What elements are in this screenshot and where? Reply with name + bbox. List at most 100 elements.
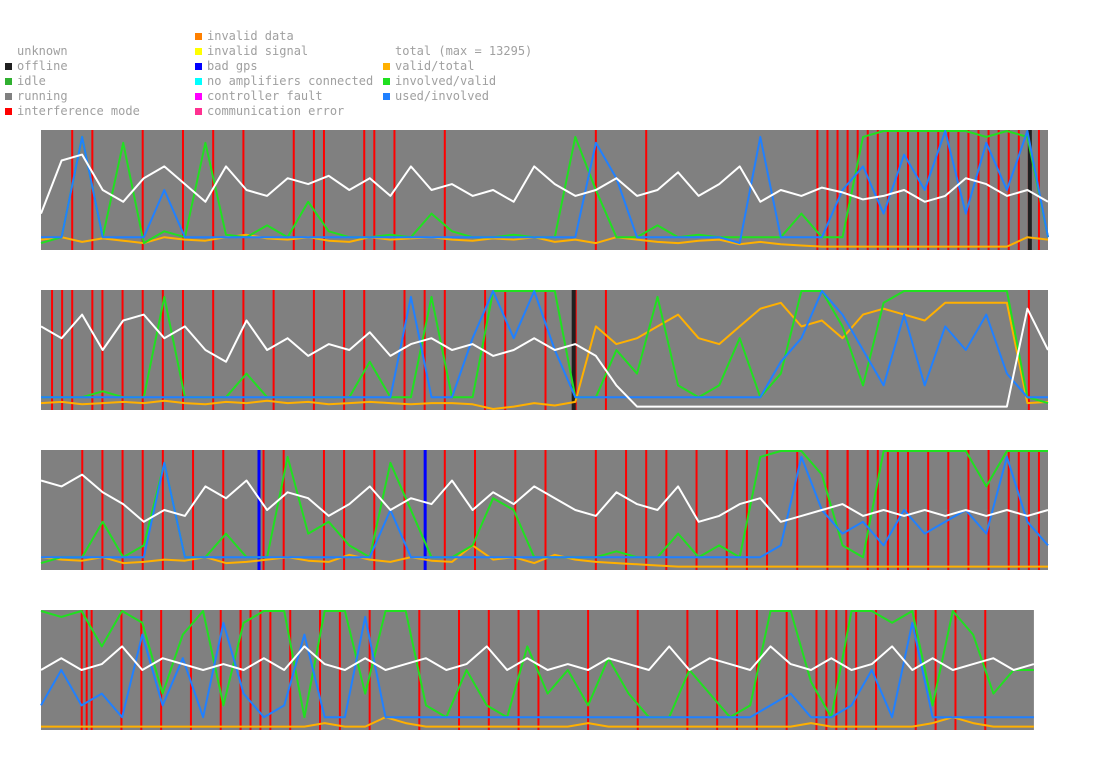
interference-marker — [81, 450, 84, 570]
legend-item: bad gps — [195, 59, 373, 74]
interference-marker — [504, 290, 507, 410]
legend-item: total (max = 13295) — [383, 44, 532, 59]
interference-marker — [312, 130, 315, 250]
interference-marker — [192, 450, 195, 570]
used-involved-line — [41, 130, 1049, 245]
running-background — [41, 130, 1048, 250]
legend-label: idle — [17, 74, 46, 88]
interference-marker — [338, 610, 341, 730]
legend-item: running — [5, 89, 140, 104]
valid-total-line — [40, 233, 1049, 248]
interference-marker — [272, 290, 275, 410]
interference-marker — [947, 450, 950, 570]
interference-marker — [458, 610, 461, 730]
interference-marker — [937, 130, 940, 250]
interference-marker — [363, 290, 366, 410]
interference-marker — [1017, 450, 1020, 570]
legend-swatch — [5, 63, 12, 70]
legend-label: valid/total — [395, 59, 475, 73]
interference-marker — [219, 610, 222, 730]
interference-marker — [212, 290, 215, 410]
interference-marker — [423, 290, 426, 410]
interference-marker — [736, 610, 739, 730]
interference-marker — [896, 130, 899, 250]
legend-swatch — [195, 93, 202, 100]
interference-marker — [927, 130, 930, 250]
interference-marker — [242, 130, 245, 250]
legend-item: controller fault — [195, 89, 373, 104]
interference-marker — [876, 130, 879, 250]
interference-marker — [181, 130, 184, 250]
legend-swatch — [383, 63, 390, 70]
interference-marker — [987, 130, 990, 250]
used-involved-line — [41, 455, 1049, 559]
chart-strip-3 — [40, 450, 1049, 570]
valid-total-line — [41, 716, 1034, 728]
legend-swatch — [195, 33, 202, 40]
interference-marker — [343, 290, 346, 410]
total-line — [40, 307, 1049, 408]
interference-marker — [934, 610, 937, 730]
interference-marker — [373, 450, 376, 570]
interference-marker — [997, 130, 1000, 250]
used-involved-line — [40, 615, 1034, 719]
legend-swatch — [5, 93, 12, 100]
legend-item: involved/valid — [383, 74, 532, 89]
interference-marker — [625, 450, 628, 570]
legend-ratios: total (max = 13295) valid/total involved/v… — [383, 44, 532, 104]
legend-swatch — [195, 63, 202, 70]
legend-label: no amplifiers connected — [207, 74, 374, 88]
interference-marker — [846, 450, 849, 570]
legend-item: offline — [5, 59, 140, 74]
interference-marker — [282, 450, 285, 570]
interference-marker — [514, 450, 517, 570]
legend-item: invalid data — [195, 29, 373, 44]
legend-swatch — [383, 78, 390, 85]
interference-marker — [574, 290, 577, 410]
chart-strip-2 — [40, 290, 1049, 410]
total-line — [40, 153, 1049, 214]
interference-marker — [160, 610, 163, 730]
interference-marker — [262, 450, 265, 570]
interference-marker — [443, 450, 446, 570]
interference-marker — [796, 450, 799, 570]
interference-marker — [1027, 290, 1030, 410]
interference-marker — [835, 610, 838, 730]
interference-marker — [914, 610, 917, 730]
legend-item: valid/total — [383, 59, 532, 74]
legend-item: idle — [5, 74, 140, 89]
legend-item: used/involved — [383, 89, 532, 104]
interference-marker — [725, 450, 728, 570]
interference-marker — [141, 450, 144, 570]
interference-marker — [836, 130, 839, 250]
interference-marker — [907, 450, 910, 570]
interference-marker — [544, 290, 547, 410]
interference-marker — [594, 450, 597, 570]
legend-label: offline — [17, 59, 68, 73]
interference-marker — [766, 450, 769, 570]
interference-marker — [71, 290, 74, 410]
interference-marker — [403, 450, 406, 570]
legend-label: total (max = 13295) — [395, 44, 533, 58]
interference-marker — [636, 610, 639, 730]
interference-marker — [487, 610, 490, 730]
interference-marker — [825, 610, 828, 730]
interference-marker — [373, 130, 376, 250]
interference-marker — [141, 130, 144, 250]
offline-marker — [1027, 130, 1032, 250]
interference-marker — [815, 610, 818, 730]
interference-marker — [121, 290, 124, 410]
legend-item: interference mode — [5, 104, 140, 119]
interference-marker — [120, 610, 123, 730]
interference-marker — [845, 610, 848, 730]
interference-marker — [544, 450, 547, 570]
legend-item: communication error — [195, 104, 373, 119]
interference-marker — [403, 290, 406, 410]
legend-status: unknown offline idle running interference mo… — [5, 44, 140, 119]
legend-label: used/involved — [395, 89, 489, 103]
interference-marker — [343, 450, 346, 570]
interference-marker — [1017, 130, 1020, 250]
interference-marker — [90, 610, 93, 730]
interference-marker — [896, 450, 899, 570]
legend-item: invalid signal — [195, 44, 373, 59]
